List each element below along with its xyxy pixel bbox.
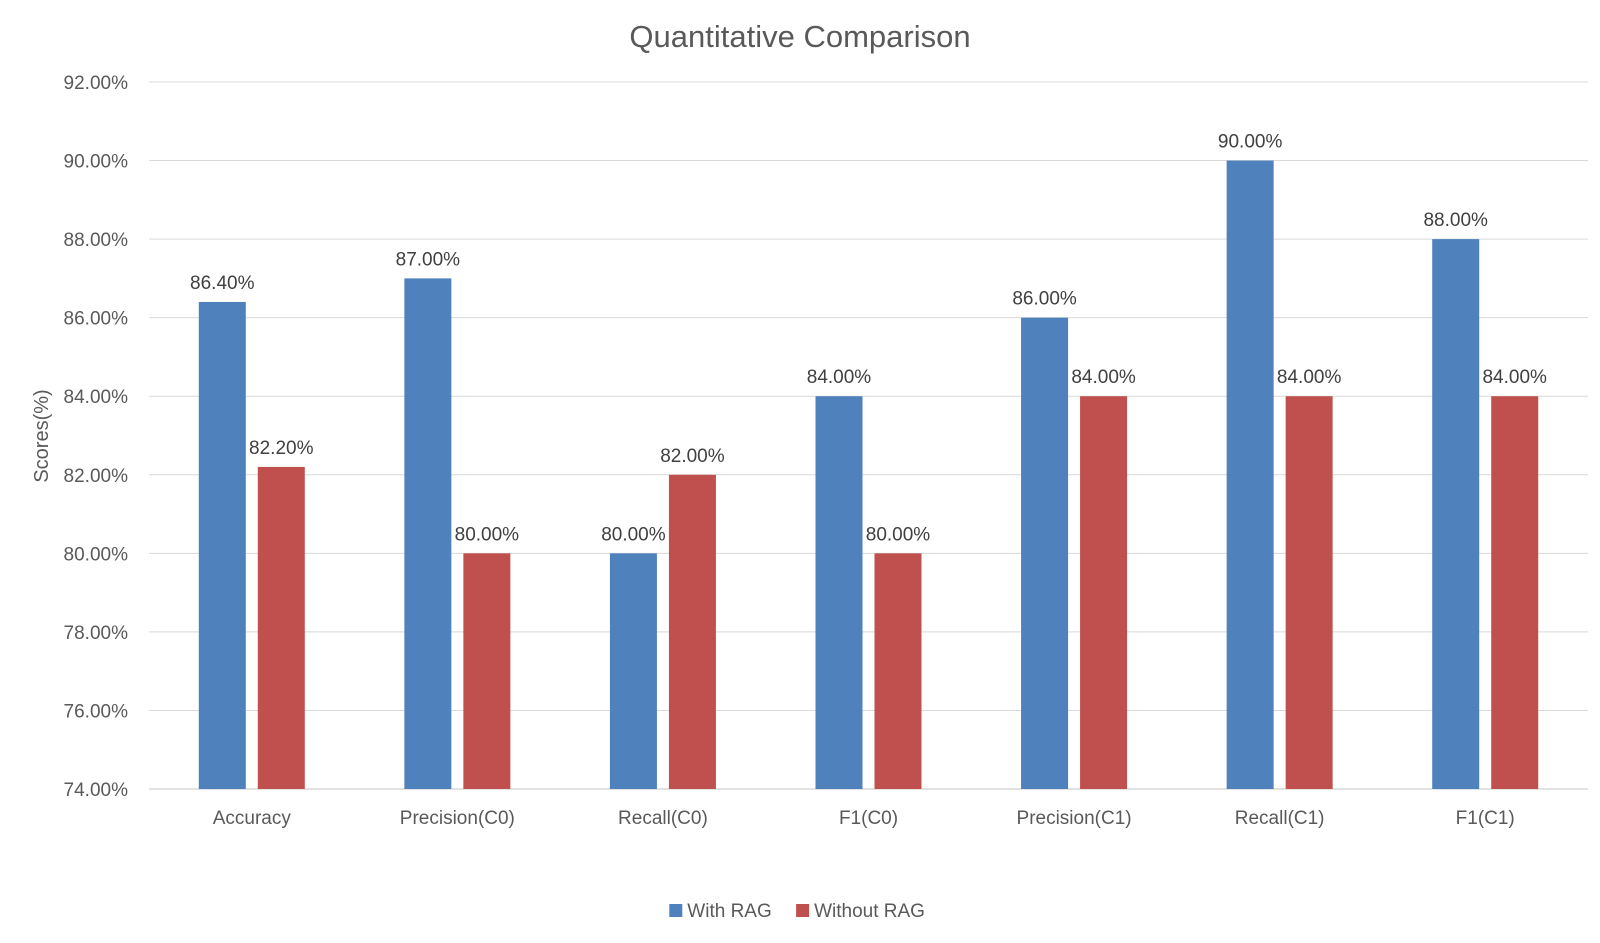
data-label: 80.00% (601, 524, 666, 545)
y-tick-label: 76.00% (64, 701, 129, 722)
data-label: 84.00% (807, 367, 872, 388)
data-label: 82.20% (249, 438, 314, 459)
bar (404, 278, 452, 789)
y-axis-label: Scores(%) (31, 389, 53, 482)
legend-label: Without RAG (814, 901, 925, 922)
y-tick-label: 92.00% (64, 73, 129, 94)
y-tick-label: 82.00% (64, 466, 129, 487)
y-tick-label: 86.00% (64, 309, 129, 330)
x-tick-label: Recall(C1) (1235, 808, 1325, 829)
x-tick-label: F1(C1) (1456, 808, 1515, 829)
bar (609, 553, 657, 789)
data-label: 90.00% (1218, 132, 1283, 153)
data-label: 80.00% (455, 524, 520, 545)
data-label: 88.00% (1423, 210, 1488, 231)
bar (815, 396, 863, 789)
data-label: 82.00% (660, 446, 725, 467)
data-label: 87.00% (396, 249, 461, 270)
x-tick-label: Accuracy (213, 808, 292, 829)
bar (1226, 160, 1274, 790)
x-tick-label: Precision(C0) (400, 808, 515, 829)
bar (257, 466, 305, 789)
chart-title: Quantitative Comparison (629, 19, 970, 54)
data-label: 84.00% (1482, 367, 1547, 388)
legend-swatch (669, 904, 683, 917)
bar (198, 301, 246, 789)
y-tick-label: 74.00% (64, 780, 129, 801)
bar (463, 553, 511, 789)
bar (1491, 396, 1539, 789)
y-tick-label: 88.00% (64, 230, 129, 251)
y-tick-label: 90.00% (64, 152, 129, 173)
data-label: 86.40% (190, 273, 255, 294)
y-tick-label: 84.00% (64, 387, 129, 408)
bars (198, 160, 1539, 790)
gridlines (149, 81, 1588, 790)
bar (1080, 396, 1128, 789)
bar (668, 474, 716, 789)
y-tick-label: 78.00% (64, 623, 129, 644)
x-axis-categories: Accuracy Precision(C0) Recall(C0) F1(C0) Pre… (213, 808, 1515, 829)
bar (1432, 239, 1480, 790)
y-tick-label: 80.00% (64, 544, 129, 565)
data-label: 80.00% (866, 524, 931, 545)
bar (874, 553, 922, 789)
data-label: 84.00% (1277, 367, 1342, 388)
data-labels: 86.40% 82.20% 87.00% 80.00% 80.00% 82.00% 84.0… (190, 132, 1547, 546)
x-tick-label: F1(C0) (839, 808, 898, 829)
x-tick-label: Precision(C1) (1017, 808, 1132, 829)
legend-swatch (796, 904, 810, 917)
x-tick-label: Recall(C0) (618, 808, 708, 829)
bar (1021, 317, 1069, 789)
data-label: 84.00% (1071, 367, 1136, 388)
bar (1285, 396, 1333, 789)
legend: With RAG Without RAG (669, 901, 925, 922)
data-label: 86.00% (1012, 289, 1077, 310)
y-axis-ticks: 74.00% 76.00% 78.00% 80.00% 82.00% 84.00% 86.0… (64, 73, 129, 801)
legend-label: With RAG (687, 901, 771, 922)
